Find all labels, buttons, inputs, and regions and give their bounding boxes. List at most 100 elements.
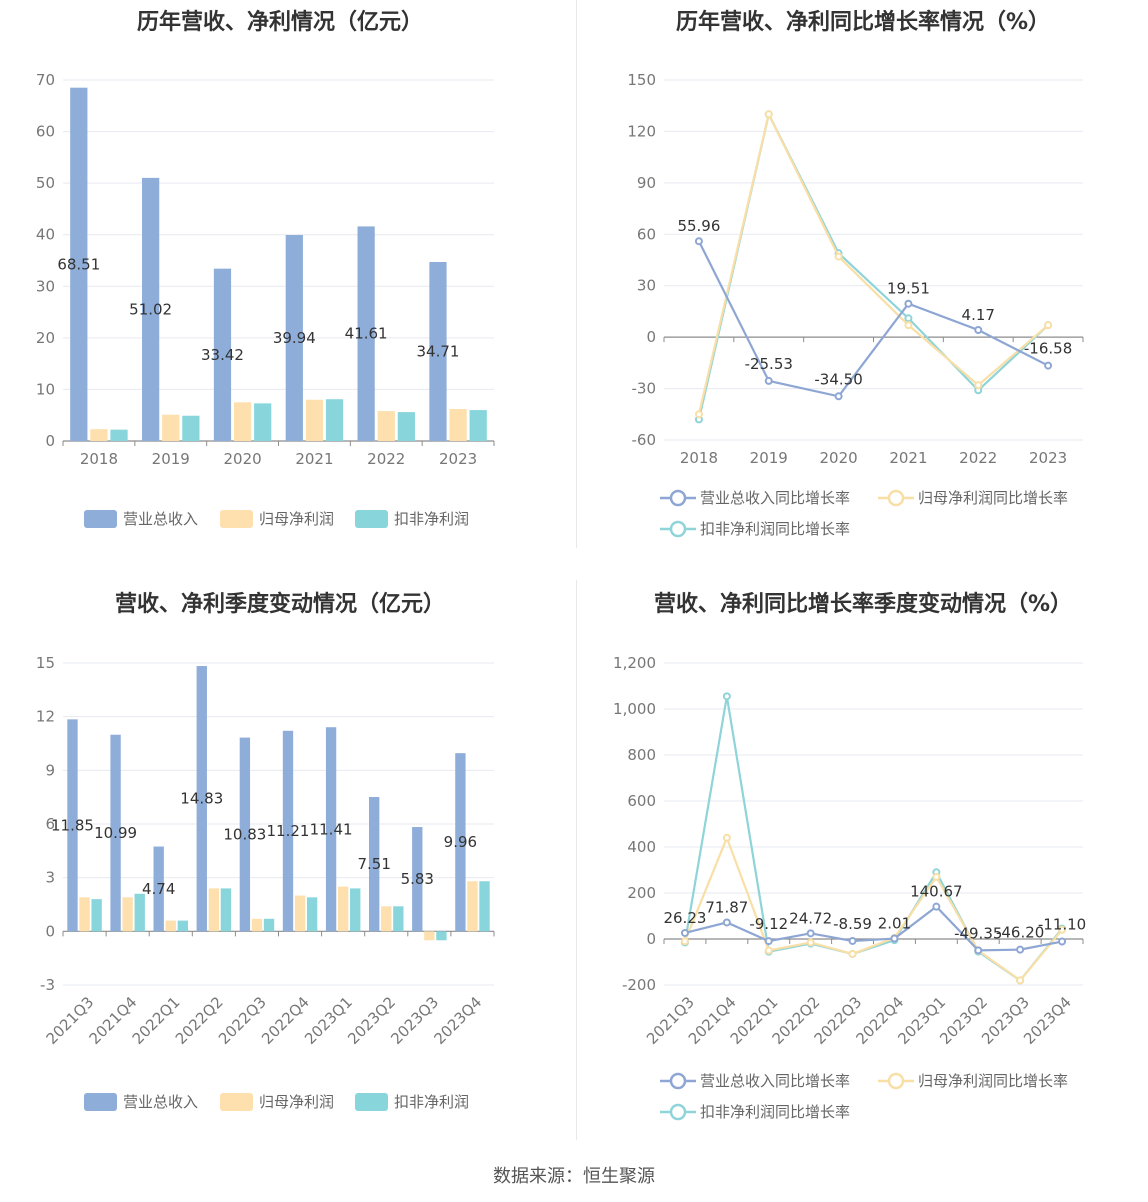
data-label: 4.17 (962, 306, 995, 324)
series-line (683, 834, 1063, 982)
x-tick-label: 2020 (819, 449, 857, 467)
data-point (1044, 321, 1053, 330)
bar-net-profit (208, 888, 220, 932)
y-tick-label: -200 (622, 976, 656, 994)
data-label: -25.53 (745, 355, 793, 373)
data-label: 11.85 (51, 816, 94, 834)
legend-marker (669, 1103, 687, 1121)
bar-deducted-profit (350, 888, 361, 932)
data-point (1016, 976, 1025, 985)
data-point (848, 949, 857, 958)
quarterly-growth-panel: 营收、净利同比增长率季度变动情况（%） -200 0 200 400 600 800 1,0… (578, 580, 1148, 1140)
data-point (1044, 361, 1053, 370)
data-point (1058, 925, 1067, 934)
legend-marker (669, 489, 687, 507)
y-tick-label: 30 (637, 277, 656, 295)
bar-deducted-profit (134, 893, 145, 932)
y-tick-label: 9 (45, 761, 55, 779)
bar-deducted-profit (479, 881, 490, 932)
data-point (722, 918, 731, 927)
data-point (904, 314, 913, 323)
y-tick-label: 0 (45, 432, 55, 450)
bar-net-profit (233, 402, 252, 441)
data-label: 11.41 (310, 820, 353, 838)
data-point (904, 321, 913, 330)
data-label: 9.96 (444, 833, 477, 851)
y-tick-label: 0 (646, 328, 656, 346)
y-tick-label: 20 (36, 329, 55, 347)
legend-label: 归母净利润 (259, 510, 334, 528)
data-label: 33.42 (201, 346, 244, 364)
bottom-divider (576, 580, 577, 1140)
bar-revenue (357, 226, 375, 441)
y-tick-label: 150 (627, 71, 656, 89)
data-label: -11.10 (1038, 916, 1086, 934)
chart-title: 历年营收、净利情况（亿元） (136, 10, 423, 35)
y-tick-label: 3 (45, 869, 55, 887)
data-point (834, 392, 843, 401)
data-point (974, 325, 983, 334)
data-label: 41.61 (345, 325, 388, 343)
data-point (890, 934, 899, 943)
data-label: 2.01 (878, 915, 911, 933)
data-point (974, 946, 983, 955)
x-tick-label: 2018 (680, 449, 718, 467)
legend-swatch (220, 1093, 253, 1111)
bar-revenue (213, 268, 232, 441)
legend-label: 扣非净利润 (394, 1093, 469, 1111)
legend-marker (669, 520, 687, 538)
legend-swatch (220, 510, 253, 528)
series-line (684, 905, 1063, 952)
data-label: 39.94 (273, 329, 316, 347)
bar-net-profit (251, 918, 263, 932)
bar-net-profit (305, 399, 324, 441)
bar-net-profit (122, 897, 133, 932)
series-line (697, 111, 1049, 420)
y-tick-label: 6 (45, 815, 55, 833)
legend-label: 归母净利润同比增长率 (918, 1072, 1068, 1090)
bar-deducted-profit (436, 931, 447, 941)
x-tick-label: 2019 (750, 449, 788, 467)
bar-revenue (196, 666, 207, 932)
data-point (932, 872, 941, 881)
bar-net-profit (90, 429, 108, 441)
bar-revenue (153, 846, 164, 932)
bar-revenue (282, 730, 294, 932)
y-tick-label: 1,000 (613, 700, 656, 718)
bar-deducted-profit (110, 429, 128, 441)
data-point (680, 928, 689, 937)
y-tick-label: 400 (627, 838, 656, 856)
data-label: -46.20 (996, 924, 1044, 942)
x-tick-label: 2021 (889, 449, 927, 467)
bar-revenue (110, 734, 121, 932)
bar-deducted-profit (263, 918, 275, 932)
legend-label: 营业总收入同比增长率 (700, 1072, 850, 1090)
data-point (722, 692, 731, 701)
data-label: 14.83 (180, 790, 223, 808)
data-point (764, 937, 773, 946)
data-label: 10.99 (94, 824, 137, 842)
y-tick-label: 30 (36, 277, 55, 295)
y-tick-label: 600 (627, 792, 656, 810)
annual-amount-chart: 0 10 20 30 40 50 60 70 2018 2019 2020 2021 2022 2023 6… (36, 71, 495, 528)
data-label: -9.12 (749, 915, 788, 933)
legend-swatch (355, 510, 388, 528)
x-tick-label: 2023Q4 (430, 993, 485, 1048)
data-label: 34.71 (416, 342, 459, 360)
bar-revenue (429, 261, 447, 441)
data-label: 19.51 (887, 280, 930, 298)
annual-growth-chart: -60 -30 0 30 60 90 120 150 2018 2019 2020 2021 2022 2… (627, 71, 1084, 538)
legend-label: 归母净利润同比增长率 (918, 489, 1068, 507)
data-point (974, 381, 983, 390)
x-tick-label: 2023 (439, 450, 477, 468)
legend-swatch (355, 1093, 388, 1111)
y-tick-label: 60 (637, 225, 656, 243)
bar-deducted-profit (177, 920, 188, 932)
x-tick-label: 2022 (367, 450, 405, 468)
data-label: 26.23 (663, 909, 706, 927)
data-point (764, 376, 773, 385)
bar-deducted-profit (325, 399, 344, 441)
bar-revenue (70, 87, 88, 441)
data-point (764, 946, 773, 955)
bar-revenue (412, 827, 423, 932)
